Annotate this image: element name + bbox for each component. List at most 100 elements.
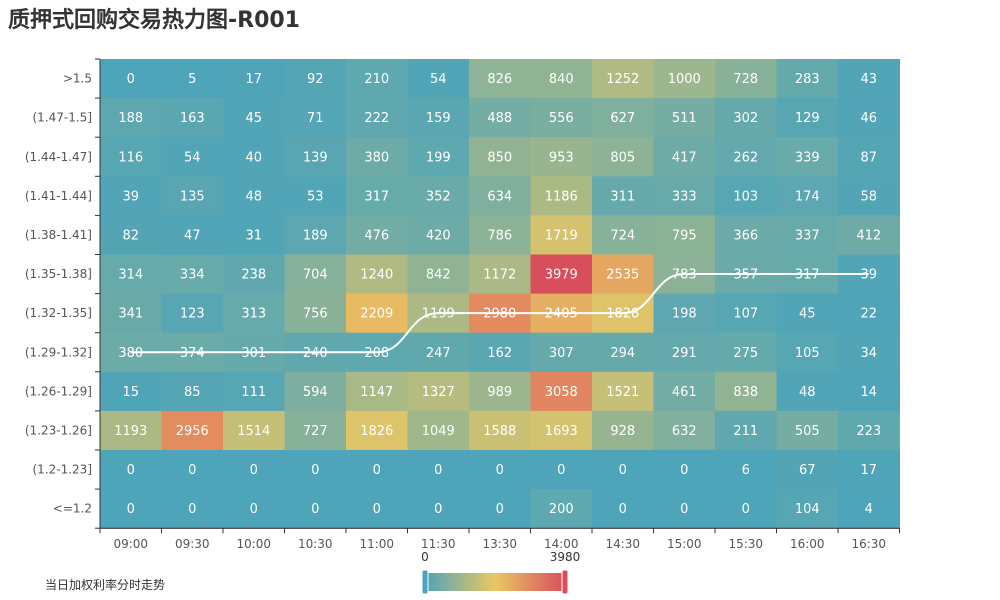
- heatmap-cell[interactable]: [715, 450, 777, 490]
- heatmap-cell[interactable]: [715, 371, 777, 412]
- heatmap-cell[interactable]: [653, 410, 716, 451]
- heatmap-cell[interactable]: [838, 98, 900, 138]
- heatmap-cell[interactable]: [284, 137, 347, 177]
- heatmap-cell[interactable]: [592, 215, 654, 255]
- heatmap-cell[interactable]: [284, 98, 347, 138]
- visual-map-min-handle[interactable]: [421, 569, 429, 595]
- heatmap-cell[interactable]: [284, 293, 347, 334]
- heatmap-cell[interactable]: [407, 410, 470, 451]
- heatmap-cell[interactable]: [653, 489, 716, 529]
- heatmap-cell[interactable]: [346, 450, 408, 490]
- heatmap-cell[interactable]: [469, 410, 531, 451]
- heatmap-cell[interactable]: [838, 410, 900, 451]
- heatmap-cell[interactable]: [776, 215, 839, 255]
- heatmap-cell[interactable]: [776, 450, 839, 490]
- heatmap-cell[interactable]: [346, 293, 408, 334]
- heatmap-cell[interactable]: [100, 137, 162, 177]
- heatmap-cell[interactable]: [346, 489, 408, 529]
- heatmap-cell[interactable]: [161, 410, 224, 451]
- heatmap-cell[interactable]: [407, 332, 470, 373]
- heatmap-cell[interactable]: [530, 137, 593, 177]
- heatmap-cell[interactable]: [346, 215, 408, 255]
- heatmap-cell[interactable]: [284, 59, 347, 99]
- heatmap-cell[interactable]: [161, 371, 224, 412]
- heatmap-cell[interactable]: [592, 371, 654, 412]
- heatmap-cell[interactable]: [592, 410, 654, 451]
- heatmap-cell[interactable]: [161, 98, 224, 138]
- heatmap-cell[interactable]: [838, 371, 900, 412]
- heatmap-cell[interactable]: [284, 215, 347, 255]
- heatmap-cell[interactable]: [407, 137, 470, 177]
- heatmap-cell[interactable]: [100, 489, 162, 529]
- heatmap-cell[interactable]: [715, 410, 777, 451]
- heatmap-cell[interactable]: [592, 176, 654, 216]
- heatmap-cell[interactable]: [223, 98, 285, 138]
- heatmap-cell[interactable]: [161, 59, 224, 99]
- heatmap-cell[interactable]: [592, 254, 654, 295]
- heatmap-cell[interactable]: [838, 450, 900, 490]
- heatmap-cell[interactable]: [346, 410, 408, 451]
- heatmap-cell[interactable]: [715, 98, 777, 138]
- heatmap-cell[interactable]: [100, 410, 162, 451]
- heatmap-cell[interactable]: [653, 176, 716, 216]
- heatmap-cell[interactable]: [469, 450, 531, 490]
- heatmap-cell[interactable]: [469, 254, 531, 295]
- heatmap-cell[interactable]: [161, 489, 224, 529]
- heatmap-cell[interactable]: [715, 137, 777, 177]
- heatmap-cell[interactable]: [530, 254, 593, 295]
- heatmap-cell[interactable]: [469, 59, 531, 99]
- heatmap-cell[interactable]: [530, 371, 593, 412]
- heatmap-cell[interactable]: [100, 215, 162, 255]
- heatmap-cell[interactable]: [284, 176, 347, 216]
- heatmap-cell[interactable]: [776, 98, 839, 138]
- heatmap-cell[interactable]: [161, 293, 224, 334]
- visual-map-max-handle[interactable]: [561, 569, 569, 595]
- heatmap-cell[interactable]: [530, 332, 593, 373]
- heatmap-cell[interactable]: [592, 59, 654, 99]
- heatmap-cell[interactable]: [100, 371, 162, 412]
- heatmap-cell[interactable]: [407, 371, 470, 412]
- heatmap-cell[interactable]: [223, 215, 285, 255]
- heatmap-cell[interactable]: [653, 332, 716, 373]
- heatmap-cell[interactable]: [161, 215, 224, 255]
- heatmap-cell[interactable]: [715, 293, 777, 334]
- heatmap-cell[interactable]: [346, 59, 408, 99]
- heatmap-cell[interactable]: [407, 215, 470, 255]
- heatmap-cell[interactable]: [715, 489, 777, 529]
- heatmap-cell[interactable]: [838, 137, 900, 177]
- heatmap-cell[interactable]: [346, 98, 408, 138]
- heatmap-cell[interactable]: [407, 176, 470, 216]
- heatmap-cell[interactable]: [223, 59, 285, 99]
- heatmap-cell[interactable]: [469, 137, 531, 177]
- heatmap-cell[interactable]: [715, 332, 777, 373]
- heatmap-cell[interactable]: [407, 98, 470, 138]
- heatmap-cell[interactable]: [469, 176, 531, 216]
- heatmap-cell[interactable]: [653, 450, 716, 490]
- heatmap-cell[interactable]: [469, 332, 531, 373]
- heatmap-cell[interactable]: [223, 137, 285, 177]
- heatmap-cell[interactable]: [223, 410, 285, 451]
- heatmap-cell[interactable]: [100, 59, 162, 99]
- heatmap-cell[interactable]: [469, 371, 531, 412]
- heatmap-cell[interactable]: [838, 332, 900, 373]
- heatmap-cell[interactable]: [223, 489, 285, 529]
- heatmap-cell[interactable]: [838, 59, 900, 99]
- heatmap-cell[interactable]: [530, 59, 593, 99]
- heatmap-cell[interactable]: [346, 254, 408, 295]
- heatmap-cell[interactable]: [592, 489, 654, 529]
- heatmap-cell[interactable]: [407, 489, 470, 529]
- heatmap-cell[interactable]: [469, 98, 531, 138]
- heatmap-cell[interactable]: [346, 371, 408, 412]
- heatmap-cell[interactable]: [715, 59, 777, 99]
- heatmap-cell[interactable]: [469, 489, 531, 529]
- heatmap-cell[interactable]: [838, 176, 900, 216]
- heatmap-cell[interactable]: [530, 410, 593, 451]
- heatmap-cell[interactable]: [838, 293, 900, 334]
- heatmap-cell[interactable]: [161, 254, 224, 295]
- heatmap-cell[interactable]: [530, 450, 593, 490]
- heatmap-cell[interactable]: [776, 332, 839, 373]
- heatmap-cell[interactable]: [653, 98, 716, 138]
- heatmap-cell[interactable]: [100, 450, 162, 490]
- heatmap-cell[interactable]: [407, 254, 470, 295]
- heatmap-cell[interactable]: [653, 215, 716, 255]
